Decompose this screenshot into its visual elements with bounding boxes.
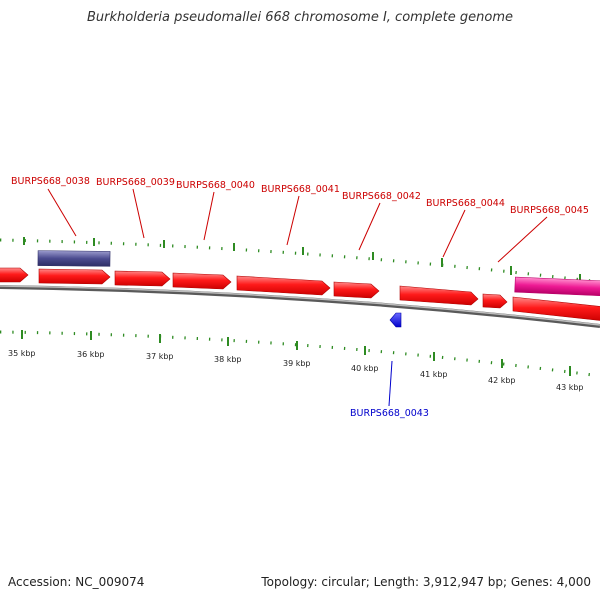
forward-genes bbox=[0, 267, 600, 321]
gene-arrow-burps668-0038[interactable] bbox=[38, 268, 111, 285]
gene-arrow-burps668-0045a[interactable] bbox=[482, 293, 508, 309]
outer-major-ticks bbox=[23, 237, 581, 283]
leader-line bbox=[132, 188, 145, 239]
leader-line bbox=[497, 216, 548, 263]
inner-tick-track bbox=[0, 330, 600, 378]
pseudo-gene-burps668-0045[interactable] bbox=[514, 276, 600, 297]
gene-arrow-burps668-0039[interactable] bbox=[114, 270, 171, 287]
leader-line bbox=[442, 209, 466, 258]
map-title: Burkholderia pseudomallei 668 chromosome… bbox=[86, 10, 514, 25]
scale-label: 43 kbp bbox=[556, 383, 584, 392]
gene-arrow-burps668-0046[interactable] bbox=[512, 296, 600, 321]
scale-label: 40 kbp bbox=[351, 364, 379, 373]
gene-arrow-burps668-0037[interactable] bbox=[0, 267, 29, 283]
chromosome-backbone bbox=[0, 285, 600, 328]
outer-tick-track bbox=[0, 238, 600, 284]
scale-label: 41 kbp bbox=[420, 370, 448, 379]
gene-label-burps668-0038[interactable]: BURPS668_0038 bbox=[11, 176, 90, 187]
genome-summary-text: Topology: circular; Length: 3,912,947 bp… bbox=[261, 575, 591, 589]
gene-arrow-burps668-0043[interactable] bbox=[389, 312, 402, 328]
inner-major-ticks bbox=[21, 330, 571, 376]
gene-arrow-burps668-0041[interactable] bbox=[236, 275, 331, 296]
leader-line bbox=[203, 191, 215, 241]
leader-line bbox=[358, 202, 381, 251]
chromosome-backbone-highlight bbox=[0, 285, 600, 326]
leader-line bbox=[47, 188, 77, 237]
gene-label-burps668-0039[interactable]: BURPS668_0039 bbox=[96, 177, 175, 188]
gene-arrow-burps668-0044[interactable] bbox=[399, 285, 479, 306]
scale-label: 42 kbp bbox=[488, 376, 516, 385]
gene-label-burps668-0040[interactable]: BURPS668_0040 bbox=[176, 180, 255, 191]
gene-label-burps668-0043[interactable]: BURPS668_0043 bbox=[350, 408, 429, 419]
gene-arrow-burps668-0040[interactable] bbox=[172, 272, 232, 290]
scale-label: 37 kbp bbox=[146, 352, 174, 361]
gene-label-burps668-0041[interactable]: BURPS668_0041 bbox=[261, 184, 340, 195]
scale-labels: 35 kbp 36 kbp 37 kbp 38 kbp 39 kbp 40 kb… bbox=[8, 349, 584, 392]
top-label-leaders bbox=[47, 188, 548, 263]
scale-label: 38 kbp bbox=[214, 355, 242, 364]
gene-label-burps668-0045[interactable]: BURPS668_0045 bbox=[510, 205, 589, 216]
rna-gene-burps668-0038[interactable] bbox=[37, 250, 111, 267]
gene-label-burps668-0044[interactable]: BURPS668_0044 bbox=[426, 198, 505, 209]
top-gene-labels: BURPS668_0038 BURPS668_0039 BURPS668_004… bbox=[11, 176, 589, 216]
scale-label: 39 kbp bbox=[283, 359, 311, 368]
accession-text: Accession: NC_009074 bbox=[8, 575, 145, 589]
gene-label-burps668-0042[interactable]: BURPS668_0042 bbox=[342, 191, 421, 202]
leader-line bbox=[388, 360, 393, 407]
scale-label: 36 kbp bbox=[77, 350, 105, 359]
scale-label: 35 kbp bbox=[8, 349, 36, 358]
leader-line bbox=[286, 195, 300, 246]
gene-arrow-burps668-0042[interactable] bbox=[333, 281, 380, 299]
